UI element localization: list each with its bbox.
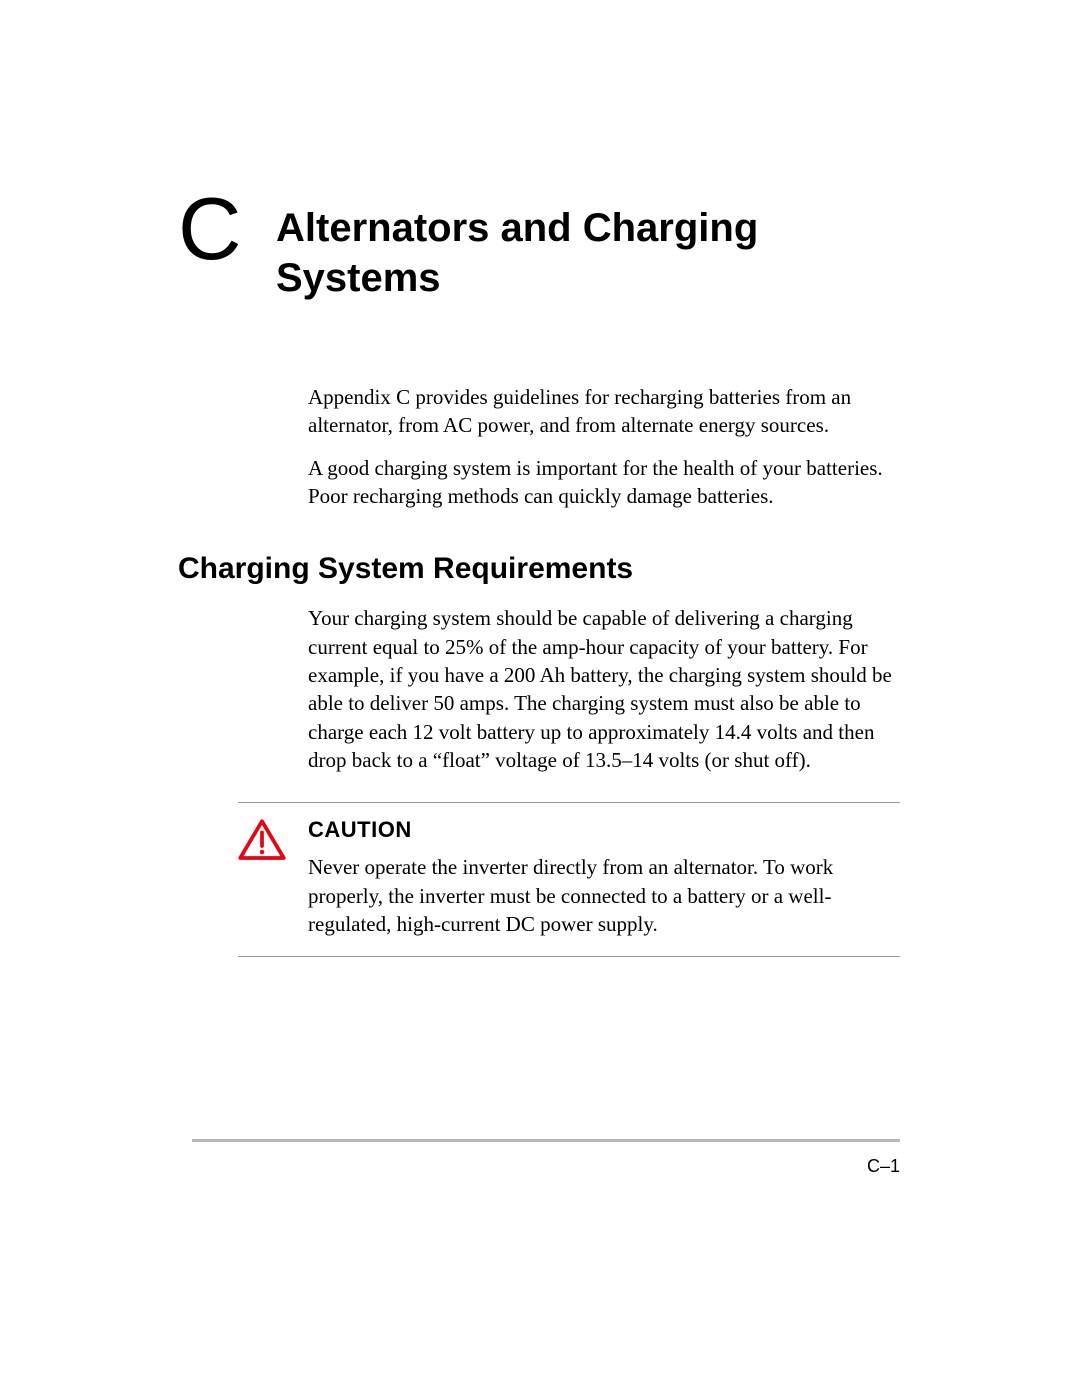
intro-paragraph-2: A good charging system is important for …: [308, 454, 900, 511]
caution-text: Never operate the inverter directly from…: [308, 853, 900, 938]
page: C Alternators and Charging Systems Appen…: [0, 0, 1080, 1397]
section-heading: Charging System Requirements: [178, 552, 900, 586]
page-number: C–1: [867, 1156, 900, 1177]
intro-block: Appendix C provides guidelines for recha…: [308, 383, 900, 510]
chapter-header: C Alternators and Charging Systems: [178, 185, 900, 303]
caution-triangle-icon: [238, 817, 298, 866]
intro-paragraph-1: Appendix C provides guidelines for recha…: [308, 383, 900, 440]
section-body: Your charging system should be capable o…: [308, 604, 900, 774]
section-body-block: Your charging system should be capable o…: [308, 604, 900, 774]
caution-label: CAUTION: [308, 817, 900, 843]
caution-exclaim-dot: [260, 850, 265, 855]
footer-rule: [192, 1139, 900, 1142]
chapter-letter: C: [178, 185, 276, 273]
caution-content: CAUTION Never operate the inverter direc…: [298, 817, 900, 938]
caution-box: CAUTION Never operate the inverter direc…: [238, 802, 900, 957]
chapter-title: Alternators and Charging Systems: [276, 185, 900, 303]
